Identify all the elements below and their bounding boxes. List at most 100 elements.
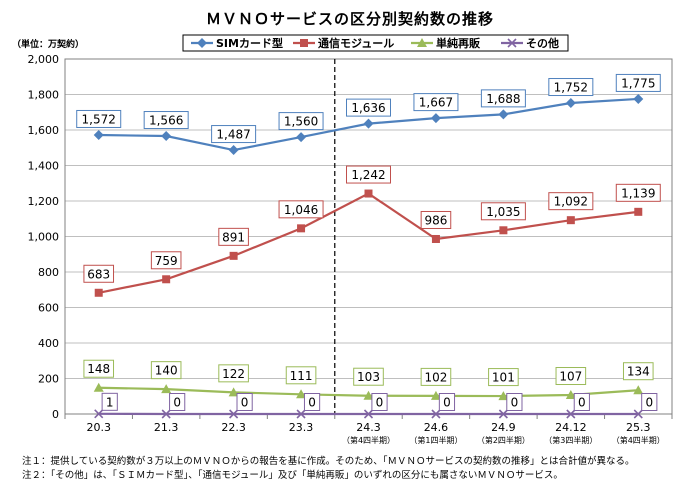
data-point-other — [229, 409, 239, 419]
data-label-sim-box — [278, 112, 324, 131]
data-label-other: 0 — [511, 396, 519, 410]
data-point-sim — [498, 109, 509, 120]
y-tick-label: 200 — [38, 373, 59, 386]
data-label-resale: 140 — [155, 364, 178, 378]
data-label-resale: 107 — [559, 370, 582, 384]
data-point-resale — [296, 389, 307, 399]
data-label-resale-box — [218, 364, 249, 383]
data-label-module: 759 — [155, 254, 178, 268]
data-point-resale — [565, 390, 576, 400]
chart-title: ＭＶＮＯサービスの区分別契約数の推移 — [206, 10, 494, 28]
data-label-resale-box — [622, 362, 654, 381]
data-label-sim: 1,560 — [284, 115, 318, 129]
data-label-sim-box — [615, 73, 661, 92]
legend-label-other: その他 — [526, 36, 559, 50]
data-point-other — [161, 409, 171, 419]
y-tick-label: 800 — [38, 266, 59, 279]
data-point-sim — [565, 98, 576, 109]
data-label-other-box — [438, 393, 456, 411]
data-label-module: 1,092 — [554, 195, 588, 209]
x-tick-sublabel: （第4四半期） — [612, 435, 665, 445]
y-tick-label: 400 — [38, 337, 59, 350]
x-tick-label: 25.3 — [626, 421, 651, 434]
legend-label-resale: 単純再販 — [436, 36, 481, 50]
data-label-sim: 1,572 — [82, 112, 116, 126]
data-label-sim: 1,775 — [621, 76, 655, 90]
x-tick-sublabel: （第3四半期） — [544, 435, 597, 445]
data-point-other — [566, 409, 576, 419]
legend-marker-other — [507, 38, 517, 48]
y-tick-label: 2,000 — [28, 53, 60, 66]
data-label-other: 1 — [106, 395, 114, 409]
data-label-sim: 1,667 — [419, 96, 453, 110]
x-tick-sublabel: （第1四半期） — [409, 435, 462, 445]
data-point-module — [94, 288, 103, 297]
data-label-module-box — [83, 264, 115, 283]
data-label-resale-box — [83, 359, 115, 378]
data-label-other-box — [641, 393, 658, 411]
x-tick-sublabel: （第2四半期） — [477, 435, 530, 445]
data-point-other — [94, 409, 104, 419]
data-label-resale: 111 — [290, 369, 313, 383]
y-tick-label: 1,000 — [28, 231, 60, 244]
data-label-sim: 1,566 — [149, 114, 183, 128]
data-point-module — [634, 207, 643, 216]
data-point-resale — [430, 390, 441, 400]
data-label-sim-box — [211, 125, 257, 144]
data-label-module-box — [346, 165, 391, 184]
data-label-other-box — [236, 393, 253, 411]
data-label-resale: 148 — [87, 362, 110, 376]
data-label-resale-box — [555, 367, 587, 386]
data-label-resale-box — [150, 361, 182, 380]
y-tick-label: 1,800 — [28, 89, 60, 102]
note-1: 注１：提供している契約数が３万以上のＭＶＮＯからの報告を基に作成。そのため、「Ｍ… — [22, 456, 635, 467]
data-label-module: 1,139 — [621, 186, 655, 200]
data-point-sim — [93, 129, 104, 140]
data-label-other-box — [101, 392, 118, 411]
data-point-sim — [228, 145, 239, 156]
data-label-module-box — [480, 202, 526, 221]
x-tick-label: 24.9 — [491, 421, 516, 434]
data-point-sim — [363, 118, 374, 129]
data-label-sim: 1,752 — [554, 81, 588, 95]
data-label-other-box — [506, 393, 523, 411]
data-point-other — [431, 409, 441, 419]
x-tick-sublabel: （第4四半期） — [342, 435, 395, 445]
legend-label-module: 通信モジュール — [318, 36, 394, 50]
data-label-other-box — [371, 393, 388, 411]
x-tick-label: 24.12 — [555, 421, 587, 434]
x-tick-label: 24.6 — [424, 421, 449, 434]
x-tick-label: 24.3 — [356, 421, 381, 434]
data-label-resale-box — [285, 366, 317, 385]
data-label-sim-box — [480, 89, 526, 108]
data-label-sim: 1,688 — [486, 92, 520, 106]
y-tick-label: 0 — [52, 408, 59, 421]
data-label-sim-box — [143, 111, 189, 130]
data-point-module — [162, 275, 171, 284]
data-label-module-box — [420, 210, 452, 229]
data-point-other — [633, 409, 643, 419]
data-point-other — [296, 409, 306, 419]
data-point-resale — [228, 387, 239, 397]
data-label-other: 0 — [645, 396, 653, 410]
data-label-other: 0 — [173, 396, 181, 410]
data-label-sim-box — [413, 93, 459, 112]
legend-marker-sim — [197, 38, 207, 48]
data-label-sim-box — [76, 109, 122, 128]
x-tick-label: 20.3 — [86, 421, 111, 434]
data-label-other-box — [169, 393, 186, 411]
legend-marker-resale — [417, 38, 427, 47]
data-point-module — [297, 224, 306, 233]
data-label-other: 0 — [443, 396, 451, 410]
data-label-module-box — [150, 251, 182, 270]
data-label-sim-box — [548, 78, 594, 97]
data-point-other — [498, 409, 508, 419]
data-label-module-box — [218, 227, 249, 246]
data-point-module — [229, 251, 238, 260]
data-label-other: 0 — [376, 396, 384, 410]
data-point-module — [566, 216, 575, 225]
data-label-sim: 1,636 — [351, 101, 385, 115]
data-point-resale — [633, 385, 644, 395]
